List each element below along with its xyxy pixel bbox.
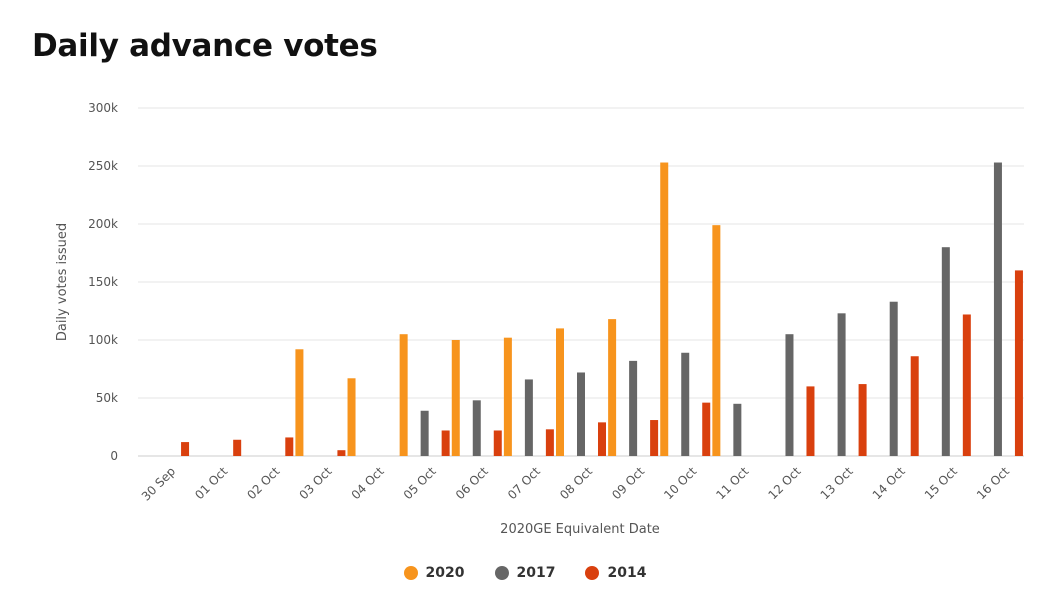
legend-label: 2020 (425, 565, 465, 581)
x-tick-label: 30 Sep (139, 464, 178, 503)
y-tick-label: 200k (88, 217, 118, 231)
bar-2014-09-oct[interactable] (650, 420, 659, 456)
x-tick-label: 11 Oct (713, 464, 751, 502)
x-tick-label: 08 Oct (557, 464, 595, 502)
legend-item-2017[interactable]: 2017 (494, 565, 556, 581)
x-tick-label: 14 Oct (870, 464, 908, 502)
bar-2017-07-oct[interactable] (524, 379, 533, 456)
x-tick-label: 05 Oct (401, 464, 439, 502)
bar-2020-08-oct[interactable] (556, 328, 564, 456)
legend-item-2014[interactable]: 2014 (585, 565, 646, 581)
bar-2020-03-oct[interactable] (295, 349, 304, 456)
legend-label: 2017 (516, 565, 556, 581)
legend: 2020 2017 2014 (0, 565, 1050, 581)
bar-2014-10-oct[interactable] (702, 402, 711, 456)
bar-2017-05-oct[interactable] (420, 410, 429, 456)
bar-2017-16-oct[interactable] (993, 162, 1002, 456)
chart-title: Daily advance votes (32, 28, 378, 64)
bar-2014-02-oct[interactable] (285, 437, 294, 456)
x-tick-label: 13 Oct (818, 464, 856, 502)
bar-2014-16-oct[interactable] (1014, 270, 1023, 456)
bar-2020-05-oct[interactable] (399, 334, 408, 456)
y-tick-label: 50k (96, 391, 118, 405)
bar-2020-07-oct[interactable] (503, 337, 512, 456)
bar-2014-08-oct[interactable] (598, 422, 606, 456)
x-tick-label: 09 Oct (609, 464, 647, 502)
x-tick-label: 15 Oct (922, 464, 960, 502)
y-tick-label: 150k (88, 275, 118, 289)
bar-2014-30-sep[interactable] (181, 442, 190, 456)
bar-2017-11-oct[interactable] (733, 403, 742, 456)
x-tick-label: 03 Oct (296, 464, 334, 502)
legend-marker (494, 566, 509, 580)
x-axis-ticks: 30 Sep 01 Oct 02 Oct 03 Oct 04 Oct 05 Oct 06 O… (139, 464, 1012, 504)
bar-2020-10-oct[interactable] (660, 162, 669, 456)
bar-2020-09-oct[interactable] (608, 319, 617, 456)
bar-2017-09-oct[interactable] (629, 360, 638, 456)
bar-2017-06-oct[interactable] (472, 400, 481, 456)
bar-2014-14-oct[interactable] (910, 356, 919, 456)
x-tick-label: 10 Oct (661, 464, 699, 502)
bar-2014-07-oct[interactable] (545, 429, 554, 456)
bar-2020-04-oct[interactable] (347, 378, 356, 456)
legend-marker (585, 566, 600, 580)
x-tick-label: 02 Oct (244, 464, 282, 502)
bar-2014-05-oct[interactable] (441, 430, 450, 456)
x-tick-label: 12 Oct (766, 464, 804, 502)
legend-marker (403, 566, 418, 580)
bars (181, 162, 1023, 456)
x-tick-label: 07 Oct (505, 464, 543, 502)
bar-2020-06-oct[interactable] (451, 340, 460, 456)
bar-2017-08-oct[interactable] (577, 372, 585, 456)
y-tick-label: 250k (88, 159, 118, 173)
legend-label: 2014 (607, 565, 647, 581)
bar-2014-15-oct[interactable] (962, 314, 971, 456)
bar-2014-06-oct[interactable] (493, 430, 502, 456)
y-tick-label: 0 (110, 449, 118, 463)
bar-2017-13-oct[interactable] (837, 313, 846, 456)
bar-2017-12-oct[interactable] (785, 334, 794, 456)
x-tick-label: 06 Oct (453, 464, 491, 502)
y-tick-label: 300k (88, 101, 118, 115)
x-tick-label: 04 Oct (349, 464, 387, 502)
x-axis-title: 2020GE Equivalent Date (500, 522, 660, 537)
bar-2020-11-oct[interactable] (712, 225, 721, 456)
bar-2014-13-oct[interactable] (858, 384, 867, 456)
bar-2014-03-oct[interactable] (337, 450, 346, 456)
bar-2017-15-oct[interactable] (941, 247, 950, 456)
x-tick-label: 01 Oct (192, 464, 230, 502)
bar-2014-12-oct[interactable] (806, 386, 815, 456)
y-tick-label: 100k (88, 333, 118, 347)
bar-2017-10-oct[interactable] (681, 352, 690, 456)
x-tick-label: 16 Oct (974, 464, 1012, 502)
bar-2014-01-oct[interactable] (233, 439, 242, 456)
y-axis-ticks: 0 50k 100k 150k 200k 250k 300k (88, 101, 118, 463)
legend-item-2020[interactable]: 2020 (403, 565, 465, 581)
y-axis-title: Daily votes issued (55, 223, 70, 341)
bar-2017-14-oct[interactable] (889, 301, 898, 456)
